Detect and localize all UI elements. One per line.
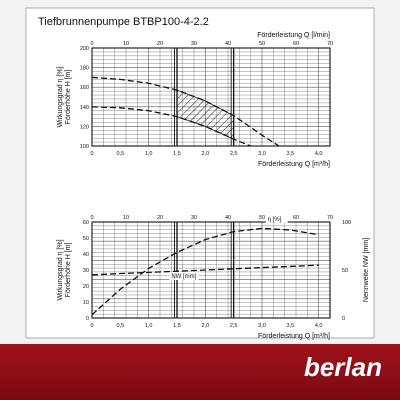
x-tick-label: 2,0 (202, 151, 210, 157)
y-axis-label-outer: Wirkungsgrad η [%] (57, 239, 64, 300)
x-tick-label: 3,5 (287, 323, 295, 329)
efficiency-chart: 0 0,5 1,0 1,5 2,0 2,5 3,0 3,5 4,0 Förderleistung … (57, 214, 370, 340)
x-tick-label: 2,5 (230, 151, 238, 157)
x-tick-label: 3,0 (258, 323, 266, 329)
x-top-tick-label: 70 (327, 215, 333, 221)
x-tick-label: 1,0 (145, 151, 153, 157)
x-tick-label: 0 (90, 151, 93, 157)
y-axis-label-inner: Förderhöhe H [m] (65, 70, 72, 125)
x-top-tick-label: 50 (259, 215, 265, 221)
series-line-2 (91, 106, 251, 147)
x-tick-label: 3,5 (287, 151, 295, 157)
x-top-tick-label: 50 (259, 41, 265, 47)
x-top-tick-label: 10 (123, 215, 129, 221)
y-tick-label: 30 (83, 268, 89, 274)
x-top-tick-label: 30 (191, 215, 197, 221)
x-tick-label: 0 (90, 323, 93, 329)
y2-tick-label: 0 (342, 316, 345, 322)
x-tick-label: 1,0 (145, 323, 153, 329)
x-tick-label: 0,5 (117, 151, 125, 157)
x-axis-label: Förderleistung Q [m³/h] (258, 333, 330, 340)
chart-frame (25, 7, 375, 339)
plot-border (91, 221, 331, 319)
x-tick-label: 1,5 (173, 323, 181, 329)
x-tick-label: 0,5 (117, 323, 125, 329)
x-top-tick-label: 70 (327, 41, 333, 47)
x-axis-label: Förderleistung Q [m³/h] (258, 161, 330, 168)
x-top-tick-label: 20 (157, 215, 163, 221)
y-tick-label: 10 (83, 300, 89, 306)
brand-logo: berlan (303, 352, 382, 382)
head-curve-chart: 0 0,5 1,0 1,5 2,0 2,5 3,0 3,5 4,0 Förderleistung … (57, 32, 333, 168)
y-tick-label: 160 (80, 85, 89, 91)
series-label: NW [mm] (171, 274, 196, 280)
y-tick-label: 40 (83, 252, 89, 258)
chart-title: Tiefbrunnenpumpe BTBP100-4-2.2 (38, 16, 209, 28)
y-tick-label: 50 (83, 236, 89, 242)
y-tick-label: 60 (83, 220, 89, 226)
x-top-tick-label: 60 (293, 41, 299, 47)
series-line-1 (91, 227, 319, 316)
y-axis-label-outer: Wirkungsgrad η [%] (57, 66, 64, 127)
x-top-tick-label: 0 (90, 215, 93, 221)
y2-axis-label: Nennweite NW [mm] (363, 238, 370, 302)
y-tick-label: 0 (86, 316, 89, 322)
y-tick-label: 140 (80, 105, 89, 111)
series-label: η [%] (268, 217, 282, 223)
y2-tick-label: 50 (342, 268, 348, 274)
x-tick-label: 2,0 (202, 323, 210, 329)
x-top-tick-label: 60 (293, 215, 299, 221)
brand-banner (0, 344, 400, 400)
y-tick-label: 200 (80, 46, 89, 52)
series-line-2 (91, 264, 319, 276)
x-tick-label: 1,5 (173, 151, 181, 157)
y-tick-label: 120 (80, 124, 89, 130)
series-label-bg (265, 214, 288, 223)
series-line-1 (91, 76, 280, 147)
x-top-tick-label: 20 (157, 41, 163, 47)
x-top-axis-label: Förderleistung Q [l/min] (257, 32, 330, 39)
x-tick-label: 2,5 (230, 323, 238, 329)
plot-border (91, 47, 331, 147)
series-label-bg (169, 272, 199, 280)
x-tick-label: 4,0 (315, 323, 323, 329)
x-top-tick-label: 30 (191, 41, 197, 47)
x-top-tick-label: 0 (90, 41, 93, 47)
y-tick-label: 100 (80, 144, 89, 150)
x-top-tick-label: 40 (225, 215, 231, 221)
y-tick-label: 180 (80, 66, 89, 72)
x-top-tick-label: 40 (225, 41, 231, 47)
x-top-tick-label: 10 (123, 41, 129, 47)
y-axis-label-inner: Förderhöhe H [m] (65, 243, 72, 298)
y-tick-label: 20 (83, 284, 89, 290)
x-tick-label: 3,0 (258, 151, 266, 157)
x-tick-label: 4,0 (315, 151, 323, 157)
y2-tick-label: 100 (342, 220, 351, 226)
